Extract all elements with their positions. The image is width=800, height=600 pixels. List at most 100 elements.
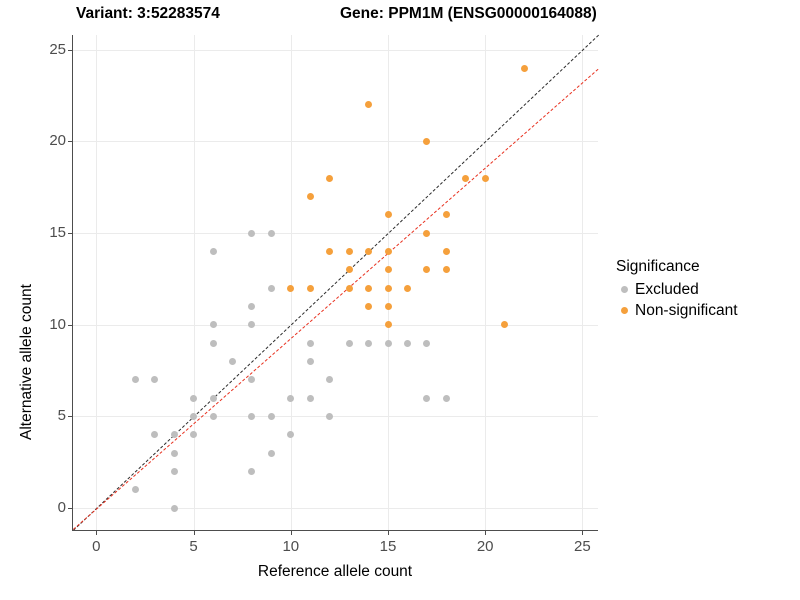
data-point bbox=[345, 266, 353, 274]
legend-item-excluded[interactable]: Excluded bbox=[616, 279, 796, 300]
data-point bbox=[442, 394, 450, 402]
x-axis-tick bbox=[193, 531, 195, 535]
x-axis-tick bbox=[485, 531, 487, 535]
data-point bbox=[384, 247, 392, 255]
expected-ratio-line bbox=[73, 68, 599, 530]
x-axis-title: Reference allele count bbox=[257, 563, 413, 580]
data-point bbox=[190, 431, 198, 439]
plot-panel bbox=[73, 34, 599, 531]
gene-title: Gene: PPM1M (ENSG00000164088) bbox=[340, 5, 597, 22]
x-axis-tick-label: 0 bbox=[92, 538, 101, 555]
data-point bbox=[287, 284, 295, 292]
data-point bbox=[190, 412, 198, 420]
data-point bbox=[365, 302, 373, 310]
data-point bbox=[170, 449, 178, 457]
data-point bbox=[384, 211, 392, 219]
y-axis-tick-label: 10 bbox=[49, 315, 66, 333]
data-point bbox=[131, 376, 139, 384]
y-axis-tick bbox=[68, 49, 72, 51]
data-point bbox=[170, 431, 178, 439]
y-axis-tick-label: 25 bbox=[49, 40, 66, 58]
data-point bbox=[287, 431, 295, 439]
data-point bbox=[365, 101, 373, 109]
data-point bbox=[267, 284, 275, 292]
data-point bbox=[190, 394, 198, 402]
data-point bbox=[131, 486, 139, 494]
data-point bbox=[520, 64, 528, 72]
gridline-vertical bbox=[388, 35, 389, 530]
legend-title: Significance bbox=[616, 258, 700, 275]
data-point bbox=[384, 266, 392, 274]
gridline-horizontal bbox=[73, 416, 598, 418]
data-point bbox=[209, 394, 217, 402]
gridline-vertical bbox=[96, 35, 98, 530]
data-point bbox=[248, 229, 256, 237]
data-point bbox=[248, 302, 256, 310]
legend-dot-icon bbox=[620, 307, 628, 314]
identity-line bbox=[73, 34, 599, 531]
data-point bbox=[423, 339, 431, 347]
data-point bbox=[462, 174, 470, 182]
x-axis-tick-label: 10 bbox=[282, 538, 300, 555]
legend-items: Excluded Non-significant bbox=[616, 279, 796, 321]
y-axis-tick-label: 0 bbox=[57, 499, 66, 516]
data-point bbox=[384, 321, 392, 329]
y-axis-tick bbox=[68, 141, 72, 143]
data-point bbox=[306, 357, 314, 365]
data-point bbox=[248, 467, 256, 475]
legend-swatch-icon bbox=[616, 286, 632, 293]
legend-item-non-significant[interactable]: Non-significant bbox=[616, 300, 796, 321]
y-axis-tick bbox=[68, 233, 72, 234]
data-point bbox=[442, 211, 450, 219]
data-point bbox=[267, 412, 275, 420]
y-axis-tick-label: 5 bbox=[57, 407, 66, 425]
y-axis-tick bbox=[68, 508, 72, 509]
data-point bbox=[151, 431, 159, 439]
x-axis-line bbox=[73, 530, 598, 531]
data-point bbox=[209, 339, 217, 347]
data-point bbox=[384, 284, 392, 292]
x-axis-tick-label: 5 bbox=[189, 538, 198, 555]
data-point bbox=[365, 284, 373, 292]
data-point bbox=[345, 247, 353, 255]
x-axis-tick-label: 15 bbox=[379, 538, 397, 555]
data-point bbox=[267, 449, 275, 457]
gridline-horizontal bbox=[73, 141, 598, 143]
data-point bbox=[326, 412, 334, 420]
data-point bbox=[306, 192, 314, 200]
data-point bbox=[326, 174, 334, 182]
legend-swatch-icon bbox=[616, 307, 632, 314]
legend: Significance Excluded Non-significant bbox=[616, 258, 796, 321]
data-point bbox=[481, 174, 489, 182]
data-point bbox=[423, 137, 431, 145]
data-point bbox=[345, 339, 353, 347]
gridline-horizontal bbox=[73, 324, 598, 326]
legend-item-label: Excluded bbox=[635, 280, 699, 298]
data-point bbox=[442, 266, 450, 274]
x-axis-tick bbox=[582, 531, 584, 535]
data-point bbox=[306, 284, 314, 292]
x-axis-tick bbox=[96, 531, 98, 535]
data-point bbox=[345, 284, 353, 292]
data-point bbox=[423, 266, 431, 274]
y-axis-tick bbox=[68, 416, 72, 418]
legend-item-label: Non-significant bbox=[635, 301, 738, 319]
data-point bbox=[384, 339, 392, 347]
data-point bbox=[365, 247, 373, 255]
data-point bbox=[403, 284, 411, 292]
y-axis-line bbox=[72, 35, 73, 531]
data-point bbox=[267, 229, 275, 237]
data-point bbox=[306, 339, 314, 347]
y-axis-title: Alternative allele count bbox=[18, 284, 35, 440]
data-point bbox=[248, 376, 256, 384]
data-point bbox=[326, 376, 334, 384]
data-point bbox=[248, 412, 256, 420]
data-point bbox=[209, 247, 217, 255]
x-axis-tick-label: 25 bbox=[574, 538, 591, 555]
data-point bbox=[151, 376, 159, 384]
y-axis-tick bbox=[68, 324, 72, 326]
gridline-horizontal bbox=[73, 49, 598, 51]
gridline-vertical bbox=[193, 35, 195, 530]
y-axis-tick-label: 20 bbox=[49, 132, 66, 150]
